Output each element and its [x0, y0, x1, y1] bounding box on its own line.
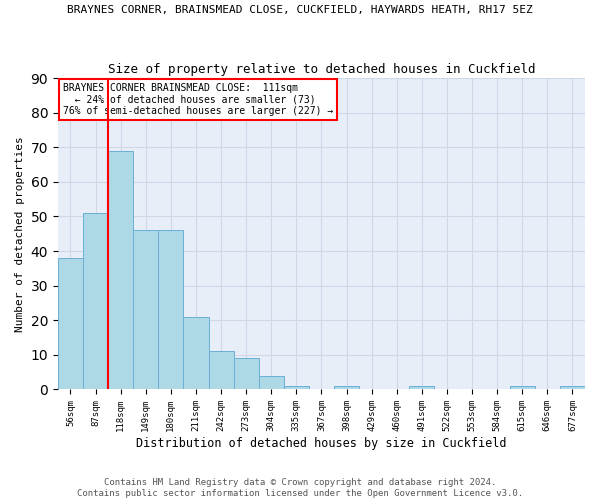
- Bar: [133, 230, 158, 390]
- Text: Contains HM Land Registry data © Crown copyright and database right 2024.
Contai: Contains HM Land Registry data © Crown c…: [77, 478, 523, 498]
- Bar: [233, 358, 259, 390]
- Title: Size of property relative to detached houses in Cuckfield: Size of property relative to detached ho…: [108, 62, 535, 76]
- Bar: [158, 230, 184, 390]
- Bar: [560, 386, 585, 390]
- Bar: [184, 317, 209, 390]
- Bar: [334, 386, 359, 390]
- Bar: [259, 376, 284, 390]
- Text: BRAYNES CORNER BRAINSMEAD CLOSE:  111sqm
  ← 24% of detached houses are smaller : BRAYNES CORNER BRAINSMEAD CLOSE: 111sqm …: [63, 82, 334, 116]
- Y-axis label: Number of detached properties: Number of detached properties: [15, 136, 25, 332]
- Bar: [510, 386, 535, 390]
- Text: BRAYNES CORNER, BRAINSMEAD CLOSE, CUCKFIELD, HAYWARDS HEATH, RH17 5EZ: BRAYNES CORNER, BRAINSMEAD CLOSE, CUCKFI…: [67, 5, 533, 15]
- Bar: [83, 213, 108, 390]
- Bar: [284, 386, 309, 390]
- X-axis label: Distribution of detached houses by size in Cuckfield: Distribution of detached houses by size …: [136, 437, 507, 450]
- Bar: [209, 352, 233, 390]
- Bar: [409, 386, 434, 390]
- Bar: [108, 150, 133, 390]
- Bar: [58, 258, 83, 390]
